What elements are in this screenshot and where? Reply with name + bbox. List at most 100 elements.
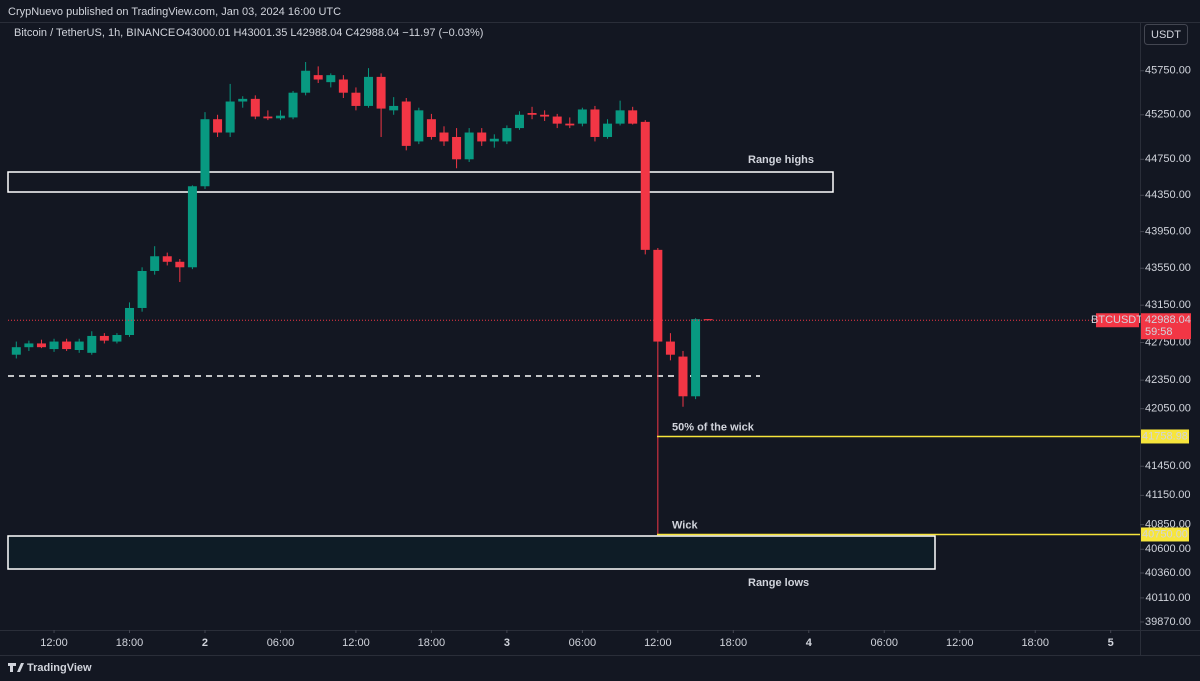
y-tick-label: 40360.00	[1145, 567, 1191, 579]
candle-body	[401, 101, 411, 146]
candle-body	[540, 114, 550, 117]
candle-body	[426, 119, 436, 137]
level-name: 50% of the wick	[672, 421, 755, 433]
y-tick-label: 43950.00	[1145, 225, 1191, 237]
candle-body	[489, 138, 499, 142]
header: CrypNuevo published on TradingView.com, …	[8, 6, 341, 18]
candle-body	[36, 343, 46, 348]
logo-icon	[8, 663, 24, 672]
x-tick-label: 12:00	[946, 637, 974, 649]
range-highs-box	[7, 171, 834, 193]
candle-body	[678, 356, 688, 397]
candle-body	[200, 119, 210, 187]
candle-body	[565, 123, 575, 126]
ohlc: O43000.01 H43001.35 L42988.04 C42988.04 …	[176, 27, 483, 39]
candle-body	[527, 113, 537, 115]
candle-body	[615, 110, 625, 124]
candle-body	[439, 132, 449, 142]
candle-body	[665, 341, 675, 355]
candle-body	[74, 341, 84, 351]
symbol-tag-box	[1096, 313, 1139, 328]
y-tick-label: 40600.00	[1145, 543, 1191, 555]
candle-body	[577, 109, 587, 124]
y-tick-label: 42050.00	[1145, 403, 1191, 415]
candle-body	[225, 101, 235, 133]
x-tick-label: 18:00	[418, 637, 446, 649]
x-tick-label: 2	[202, 637, 208, 649]
candle-body	[464, 132, 474, 160]
candle-body	[514, 114, 524, 129]
price-tag	[1141, 313, 1191, 340]
candle-body	[338, 79, 348, 93]
candle-body	[389, 105, 399, 111]
candle-body	[502, 128, 512, 142]
candle-body	[49, 341, 59, 350]
annotation: Range lows	[748, 577, 809, 589]
y-tick-label: 42350.00	[1145, 374, 1191, 386]
price-tag-label: 42988.04	[1145, 314, 1191, 326]
candle-body	[238, 98, 248, 102]
y-tick-label: 44350.00	[1145, 189, 1191, 201]
candle-body	[590, 109, 600, 137]
candle-body	[250, 98, 260, 117]
candle-body	[213, 119, 223, 133]
x-tick-label: 18:00	[720, 637, 748, 649]
candle-body	[477, 132, 487, 142]
y-tick-label: 45750.00	[1145, 65, 1191, 77]
candle-body	[351, 92, 361, 106]
x-tick-label: 06:00	[569, 637, 597, 649]
x-tick-label: 3	[504, 637, 510, 649]
candle-body	[653, 249, 663, 342]
level-tag-label: 40750.00	[1142, 528, 1188, 540]
symbol: Bitcoin / TetherUS, 1h, BINANCE	[14, 27, 175, 39]
candle-body	[376, 76, 386, 109]
candle-body	[640, 121, 650, 250]
candle-body	[628, 110, 638, 124]
y-tick-label: 44750.00	[1145, 153, 1191, 165]
candle-body	[452, 136, 462, 160]
candle-body	[364, 76, 374, 106]
y-tick-label: 43150.00	[1145, 299, 1191, 311]
candle-body	[87, 335, 97, 353]
y-tick-label: 41450.00	[1145, 460, 1191, 472]
candle-body	[112, 335, 122, 342]
x-tick-label: 18:00	[116, 637, 144, 649]
y-tick-label: 39870.00	[1145, 616, 1191, 628]
x-tick-label: 12:00	[342, 637, 370, 649]
candle-body	[162, 256, 172, 262]
candle-body	[301, 70, 311, 93]
y-tick-label: 40110.00	[1145, 592, 1190, 604]
candle-body	[24, 343, 34, 348]
currency-button[interactable]	[1144, 24, 1188, 45]
candle-body	[175, 261, 185, 268]
candle-body	[125, 307, 135, 336]
candle-body	[703, 319, 713, 321]
candle-body	[99, 335, 109, 341]
candle-body	[313, 75, 323, 80]
symbol-tag: BTCUSDT	[1091, 314, 1143, 326]
annotation: Range highs	[748, 154, 814, 166]
candle-body	[552, 116, 562, 124]
candle-body	[11, 347, 21, 355]
y-tick-label: 45250.00	[1145, 109, 1191, 121]
y-tick-label: 42750.00	[1145, 336, 1191, 348]
x-tick-label: 5	[1108, 637, 1114, 649]
x-tick-label: 06:00	[870, 637, 898, 649]
candle-body	[62, 341, 72, 350]
level-tag	[1141, 527, 1189, 542]
x-tick-label: 4	[806, 637, 813, 649]
logo: TradingView	[8, 662, 92, 674]
level-name: Wick	[672, 519, 698, 531]
candle-body	[288, 92, 298, 118]
candle-body	[414, 110, 424, 142]
y-tick-label: 43550.00	[1145, 262, 1191, 274]
currency[interactable]: USDT	[1151, 29, 1181, 41]
candle-body	[263, 116, 273, 119]
level-tag	[1141, 429, 1189, 444]
x-tick-label: 12:00	[644, 637, 672, 649]
candle-body	[150, 256, 160, 271]
x-tick-label: 12:00	[40, 637, 68, 649]
candle-body	[187, 186, 197, 268]
